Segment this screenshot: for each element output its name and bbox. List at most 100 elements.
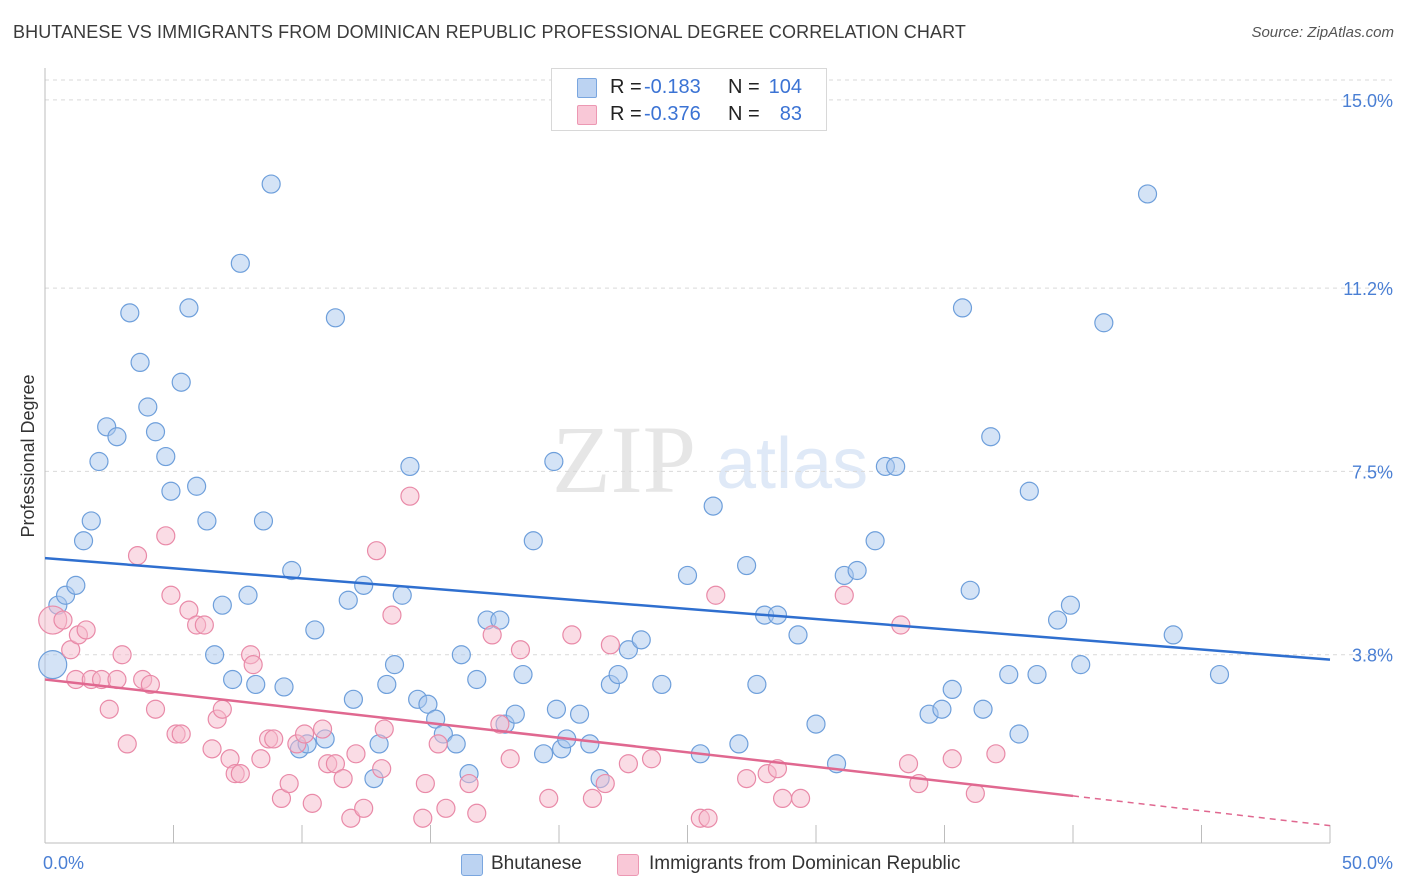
- dominican-point: [212, 699, 232, 719]
- legend-swatch-blue: [577, 78, 597, 98]
- legend-swatch-dominican: [617, 854, 639, 876]
- dominican-point: [112, 645, 132, 665]
- dominican-point: [117, 734, 137, 754]
- dominican-point: [942, 749, 962, 769]
- bhutanese-point: [377, 674, 397, 695]
- dominican-point: [194, 615, 214, 635]
- bhutanese-point: [120, 303, 140, 323]
- dominican-point: [706, 585, 726, 605]
- dominican-point: [698, 808, 718, 828]
- bhutanese-point: [130, 352, 150, 373]
- bhutanese-point: [1071, 655, 1091, 675]
- bhutanese-point: [145, 422, 166, 442]
- dominican-point: [346, 744, 366, 764]
- bhutanese-point: [38, 650, 68, 680]
- bhutanese-point: [544, 451, 564, 472]
- dominican-point: [302, 793, 322, 813]
- bhutanese-point: [282, 560, 302, 581]
- stats-legend: R = -0.183 N = 104 R = -0.376 N = 83: [551, 68, 827, 131]
- bhutanese-point: [73, 531, 94, 551]
- dominican-point: [510, 640, 531, 660]
- dominican-point: [312, 719, 333, 739]
- dominican-point: [243, 655, 263, 675]
- dominican-point: [467, 803, 487, 823]
- series-legend: Bhutanese Immigrants from Dominican Repu…: [0, 852, 1406, 878]
- dominican-point: [790, 788, 811, 809]
- r-value: -0.183: [644, 76, 701, 98]
- bhutanese-point: [392, 585, 412, 605]
- dominican-point: [61, 640, 81, 660]
- watermark: ZIP atlas: [552, 406, 868, 513]
- bhutanese-point: [343, 689, 363, 709]
- dominican-point: [279, 773, 299, 794]
- bhutanese-point: [999, 664, 1019, 685]
- bhutanese-point: [580, 734, 600, 754]
- dominican-point: [582, 788, 603, 809]
- bhutanese-point: [197, 511, 217, 531]
- bhutanese-point: [618, 640, 638, 660]
- bhutanese-point: [81, 511, 101, 531]
- bhutanese-point: [274, 677, 294, 697]
- bhutanese-point: [138, 397, 158, 417]
- dominican-point: [76, 620, 96, 640]
- y-tick-label: 15.0%: [1342, 91, 1393, 111]
- bhutanese-point: [467, 669, 487, 690]
- bhutanese-point: [1094, 313, 1114, 333]
- bhutanese-point: [156, 446, 176, 467]
- bhutanese-point: [847, 560, 867, 581]
- dominican-trend-line: [44, 678, 1074, 798]
- n-value: 83: [779, 103, 802, 125]
- y-tick-label: 11.2%: [1343, 279, 1393, 299]
- dominican-point: [99, 699, 119, 719]
- legend-label-bhutanese: Bhutanese: [491, 853, 582, 874]
- dominican-point: [354, 798, 374, 818]
- dominican-point: [382, 605, 402, 625]
- bhutanese-point: [729, 734, 749, 754]
- stats-legend-row-dominican: R = -0.376 N = 83: [552, 101, 826, 127]
- bhutanese-point: [1047, 610, 1068, 630]
- bhutanese-point: [886, 456, 906, 477]
- n-label: N =: [728, 103, 760, 125]
- bhutanese-point: [505, 704, 525, 724]
- y-tick-label: 7.5%: [1352, 462, 1393, 482]
- bhutanese-point: [187, 476, 207, 496]
- legend-swatch-pink: [577, 105, 597, 125]
- bhutanese-point: [932, 699, 952, 719]
- dominican-point: [428, 734, 448, 754]
- bhutanese-point: [490, 610, 510, 630]
- dominican-point: [772, 788, 793, 809]
- bhutanese-point: [230, 253, 250, 273]
- chart-title: BHUTANESE VS IMMIGRANTS FROM DOMINICAN R…: [13, 22, 966, 42]
- dominican-point: [127, 546, 148, 566]
- dominican-point: [294, 724, 315, 744]
- bhutanese-point: [952, 298, 973, 318]
- bhutanese-point: [161, 481, 181, 501]
- bhutanese-point: [338, 590, 358, 610]
- y-axis-title: Professional Degree: [18, 374, 38, 537]
- bhutanese-point: [1163, 625, 1183, 645]
- bhutanese-point: [205, 645, 225, 665]
- dominican-point: [965, 783, 985, 804]
- n-label: N =: [728, 76, 760, 98]
- bhutanese-point: [608, 664, 628, 685]
- tick-labels: Professional Degree 0.0% 50.0% 3.8% 7.5% 1…: [18, 91, 1393, 873]
- bhutanese-point: [179, 298, 199, 318]
- legend-label-dominican: Immigrants from Dominican Republic: [649, 853, 961, 874]
- bhutanese-point: [238, 585, 258, 605]
- bhutanese-point: [418, 694, 438, 714]
- bhutanese-point: [261, 174, 281, 194]
- dominican-point: [366, 541, 387, 561]
- dominican-point: [898, 754, 919, 774]
- bhutanese-point: [981, 427, 1001, 447]
- bhutanese-point: [1009, 724, 1029, 744]
- bhutanese-point: [533, 744, 554, 764]
- dominican-point: [156, 526, 176, 546]
- dominican-point: [372, 759, 392, 779]
- dominican-point: [140, 674, 160, 695]
- bhutanese-point: [66, 575, 86, 595]
- bhutanese-point: [677, 565, 698, 586]
- bhutanese-point: [1137, 184, 1158, 204]
- bhutanese-point: [973, 699, 993, 719]
- y-tick-label: 3.8%: [1352, 646, 1393, 666]
